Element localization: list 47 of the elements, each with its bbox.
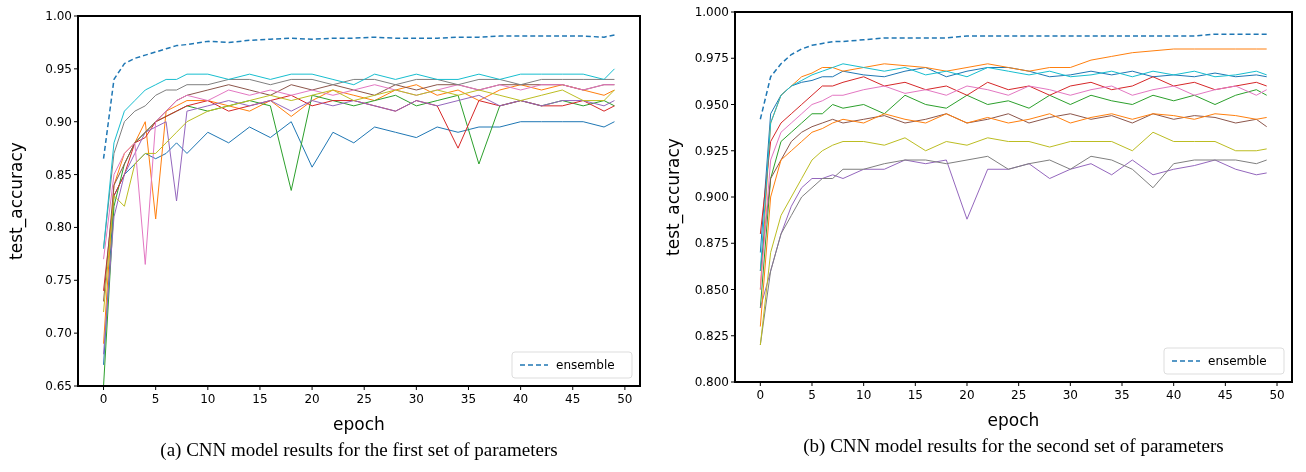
x-tick-label: 25: [356, 392, 372, 406]
x-tick-label: 10: [200, 392, 216, 406]
x-axis-title: epoch: [333, 414, 385, 434]
y-tick-label: 1.00: [45, 9, 72, 23]
x-tick-label: 45: [565, 392, 581, 406]
y-tick-label: 0.90: [45, 114, 72, 129]
legend-label: ensemble: [1208, 354, 1267, 368]
x-tick-label: 50: [617, 392, 633, 406]
x-tick-label: 30: [408, 392, 424, 406]
x-tick-label: 45: [1217, 388, 1233, 402]
y-tick-label: 0.850: [694, 282, 729, 297]
x-tick-label: 15: [252, 392, 268, 406]
y-tick-label: 0.95: [45, 61, 72, 76]
x-axis-title: epoch: [987, 410, 1040, 430]
y-tick-label: 0.800: [694, 375, 729, 389]
x-tick-label: 50: [1269, 388, 1285, 402]
y-tick-label: 0.85: [45, 167, 72, 182]
y-tick-label: 0.80: [45, 220, 72, 235]
y-tick-label: 0.825: [694, 328, 729, 343]
y-tick-label: 0.900: [694, 190, 729, 204]
y-tick-label: 0.925: [694, 143, 729, 158]
text: (b) CNN model results for the second set of parameters: [803, 435, 1224, 457]
x-tick-label: 40: [512, 392, 529, 406]
y-tick-label: 0.70: [45, 326, 72, 341]
y-tick-label: 0.975: [694, 51, 729, 66]
x-tick-label: 25: [1011, 388, 1027, 402]
x-tick-label: 5: [151, 392, 160, 406]
y-tick-label: 0.875: [694, 236, 729, 251]
y-tick-label: 0.950: [694, 97, 729, 112]
x-tick-label: 30: [1062, 388, 1078, 402]
x-tick-label: 40: [1166, 388, 1182, 402]
legend-label: ensemble: [556, 358, 615, 372]
y-axis-title: test_accuracy: [663, 138, 684, 256]
x-tick-label: 35: [1114, 388, 1130, 402]
x-tick-label: 0: [99, 392, 108, 406]
y-tick-label: 1.000: [694, 5, 729, 19]
x-tick-label: 0: [756, 388, 765, 402]
x-tick-label: 10: [856, 388, 872, 402]
y-tick-label: 0.75: [45, 273, 72, 288]
text: (a) CNN model results for the first set of parameters: [160, 439, 558, 461]
y-tick-label: 0.65: [45, 379, 72, 393]
y-axis-title: test_accuracy: [6, 142, 27, 260]
x-tick-label: 20: [304, 392, 320, 406]
x-tick-label: 15: [907, 388, 923, 402]
x-tick-label: 35: [460, 392, 477, 406]
x-tick-label: 20: [959, 388, 975, 402]
x-tick-label: 5: [808, 388, 816, 402]
